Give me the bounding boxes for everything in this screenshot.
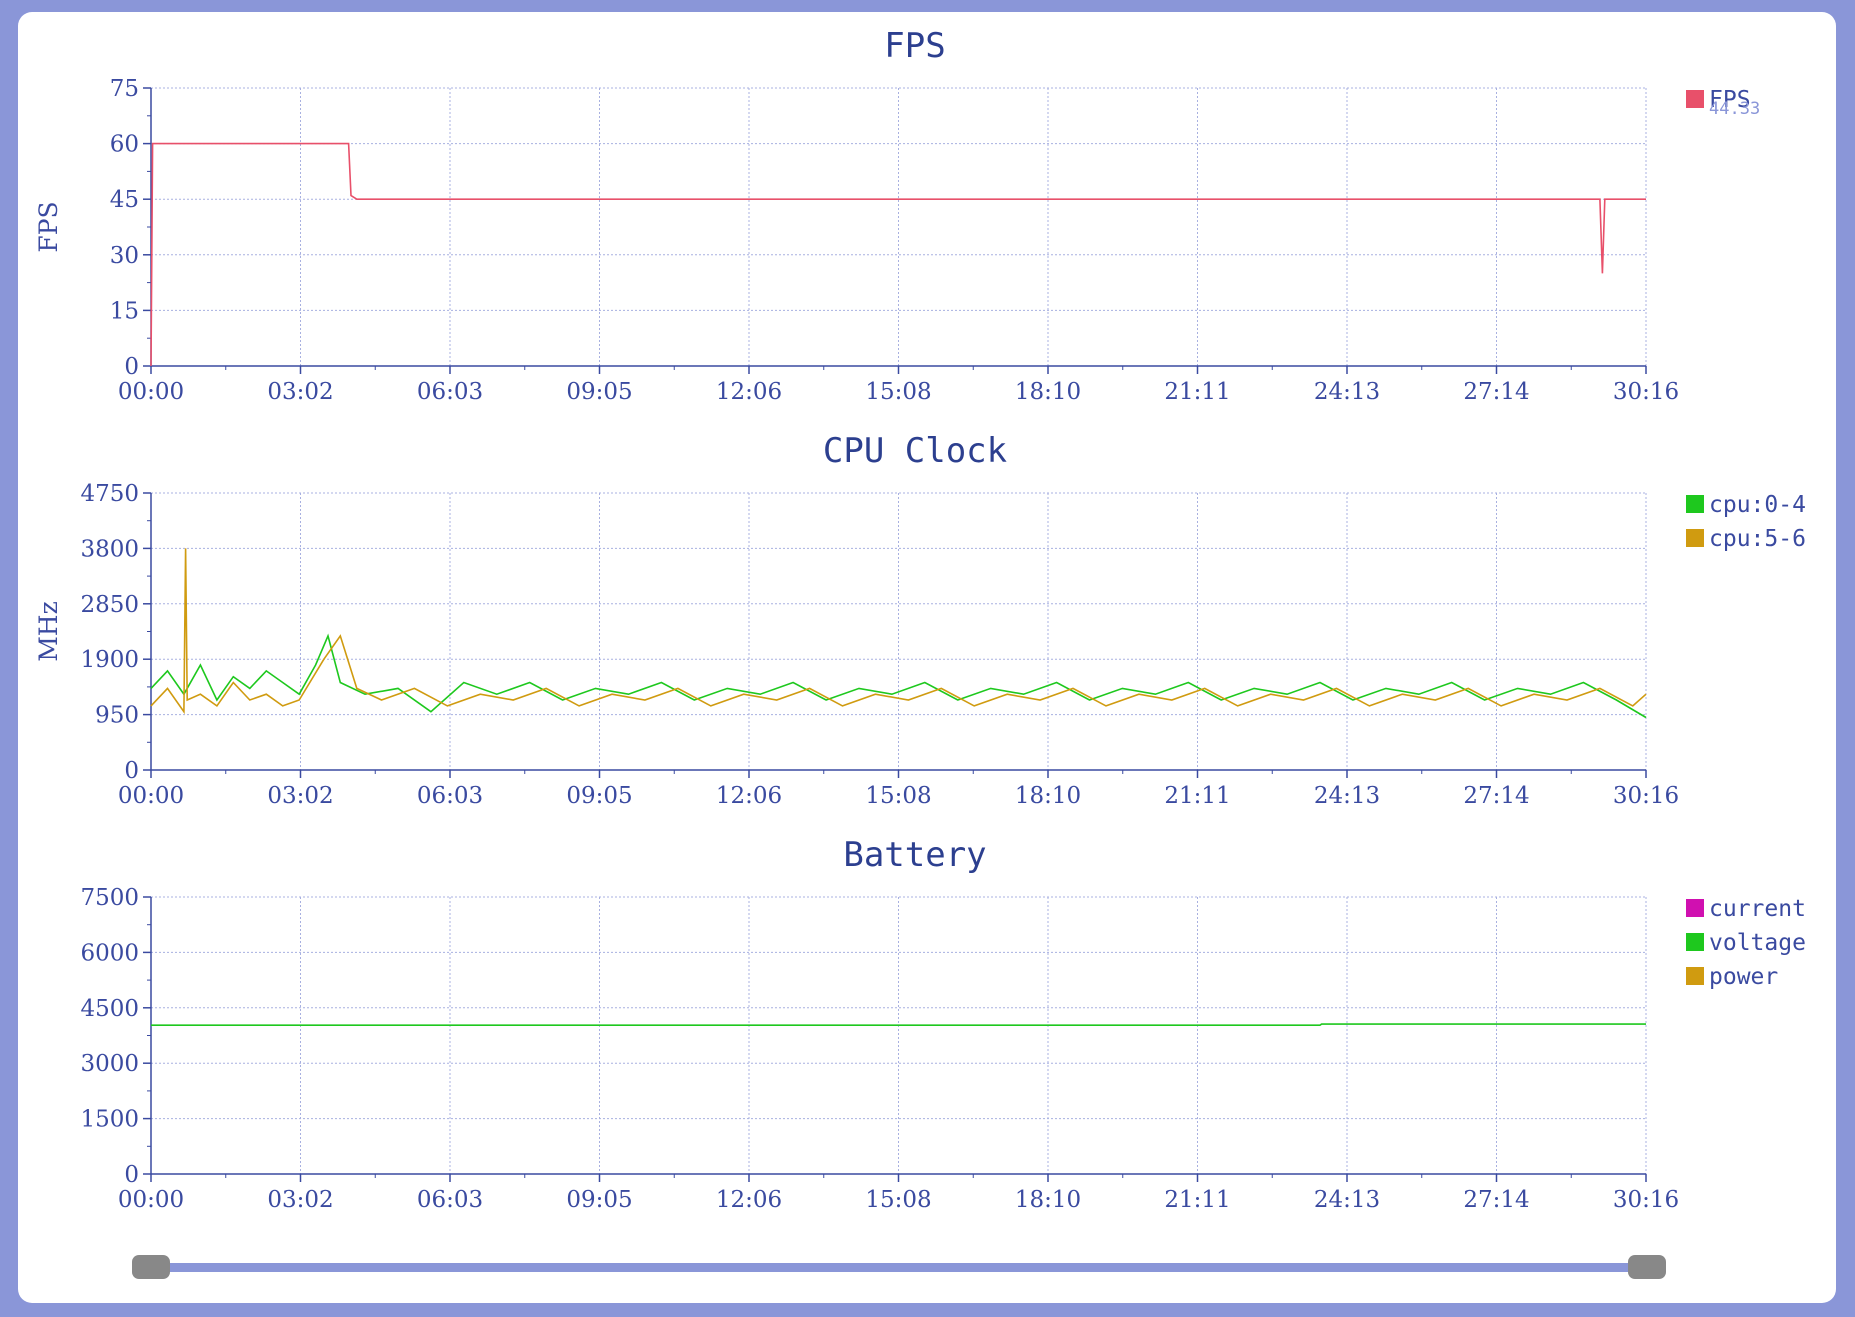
legend-label: cpu:5-6 [1709,526,1806,552]
chart-title: CPU Clock [823,431,1007,471]
chart-panel [18,12,1836,1303]
x-tick-label: 06:03 [417,1187,483,1213]
legend-swatch [1686,529,1704,547]
series-line-voltage [151,1023,1646,1026]
x-tick-label: 06:03 [417,379,483,405]
y-tick-label: 950 [95,703,139,729]
range-end-handle[interactable] [1628,1255,1666,1279]
x-tick-label: 21:11 [1164,783,1230,809]
range-start-handle[interactable] [132,1255,170,1279]
chart-title: Battery [843,835,986,875]
chart-1: FPS 0 15 30 45 60 75 00:00 03:02 06:03 09:05 12:06 1… [34,26,1760,405]
y-tick-label: 1900 [80,647,139,673]
x-tick-label: 09:05 [566,1187,632,1213]
x-tick-label: 12:06 [716,379,782,405]
x-tick-label: 21:11 [1164,1187,1230,1213]
chart-title: FPS [884,26,945,66]
legend-swatch [1686,967,1704,985]
x-tick-label: 21:11 [1164,379,1230,405]
x-tick-label: 15:08 [865,1187,931,1213]
legend-swatch [1686,495,1704,513]
legend-swatch [1686,90,1704,108]
legend-swatch [1686,899,1704,917]
x-tick-label: 24:13 [1314,783,1380,809]
legend-label: voltage [1709,930,1806,956]
x-tick-label: 18:10 [1015,379,1081,405]
y-axis-title: FPS [34,201,63,252]
y-tick-label: 60 [110,132,139,158]
series-line-cpu-5-6 [150,548,1647,715]
y-tick-label: 4750 [80,481,139,507]
y-axis-title: MHz [34,601,63,662]
x-tick-label: 24:13 [1314,379,1380,405]
y-tick-label: 6000 [80,940,139,966]
x-tick-label: 30:16 [1613,783,1679,809]
x-tick-label: 12:06 [716,783,782,809]
x-tick-label: 03:02 [267,1187,333,1213]
legend-label: FPS [1709,87,1751,113]
y-tick-label: 4500 [80,996,139,1022]
x-tick-label: 00:00 [118,1187,184,1213]
y-tick-label: 0 [124,354,139,380]
y-tick-label: 3800 [80,536,139,562]
time-range-track[interactable] [150,1263,1643,1272]
chart-2: CPU Clock 0 950 1900 2850 3800 4750 00:00 03:02 0… [34,431,1806,809]
legend-label: current [1709,896,1806,922]
x-tick-label: 00:00 [118,379,184,405]
legend-label: power [1709,964,1778,990]
x-tick-label: 18:10 [1015,783,1081,809]
y-tick-label: 30 [110,243,139,269]
x-tick-label: 30:16 [1613,1187,1679,1213]
x-tick-label: 12:06 [716,1187,782,1213]
x-tick-label: 30:16 [1613,379,1679,405]
x-tick-label: 18:10 [1015,1187,1081,1213]
y-tick-label: 0 [124,1162,139,1188]
x-tick-label: 24:13 [1314,1187,1380,1213]
y-tick-label: 75 [110,76,139,102]
series-line-cpu-0-4 [150,633,1647,719]
y-tick-label: 45 [110,187,139,213]
y-tick-label: 15 [110,298,139,324]
x-tick-label: 27:14 [1463,1187,1529,1213]
y-tick-label: 7500 [80,885,139,911]
legend-value: 44.33 [1709,99,1760,119]
x-tick-label: 15:08 [865,783,931,809]
x-tick-label: 06:03 [417,783,483,809]
y-tick-label: 3000 [80,1051,139,1077]
x-tick-label: 09:05 [566,379,632,405]
y-tick-label: 0 [124,758,139,784]
x-tick-label: 03:02 [267,379,333,405]
x-tick-label: 27:14 [1463,379,1529,405]
x-tick-label: 03:02 [267,783,333,809]
chart-3: Battery 0 1500 3000 4500 6000 7500 00:00 03:02 06… [80,835,1805,1213]
x-tick-label: 15:08 [865,379,931,405]
x-tick-label: 09:05 [566,783,632,809]
y-tick-label: 1500 [80,1107,139,1133]
legend-label: cpu:0-4 [1709,492,1806,518]
legend-swatch [1686,933,1704,951]
y-tick-label: 2850 [80,592,139,618]
series-line-fps [150,142,1646,367]
x-tick-label: 00:00 [118,783,184,809]
x-tick-label: 27:14 [1463,783,1529,809]
